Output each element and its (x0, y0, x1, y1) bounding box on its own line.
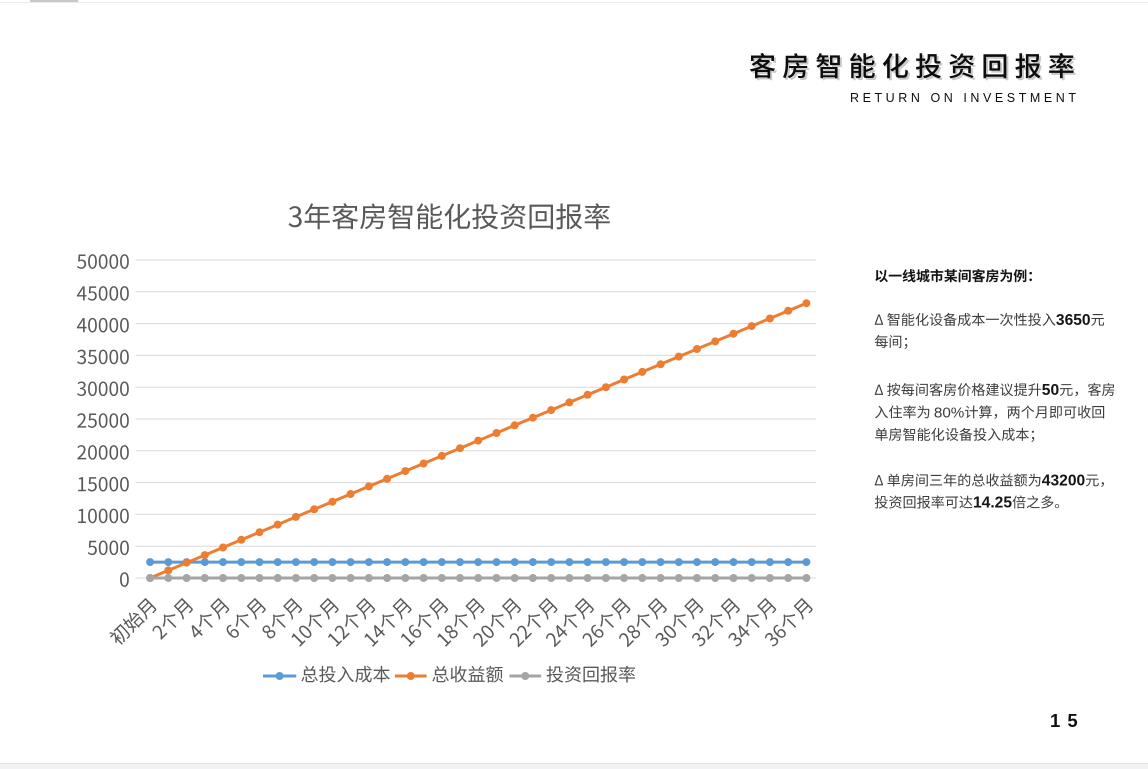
svg-text:RETURN ON INVESTMENT: RETURN ON INVESTMENT (850, 91, 1080, 105)
svg-text:3650: 3650 (1056, 312, 1091, 329)
svg-text:50: 50 (1042, 382, 1060, 399)
svg-text:1 5: 1 5 (1050, 710, 1079, 731)
svg-text:14.25: 14.25 (973, 494, 1012, 511)
svg-text:80%: 80% (934, 404, 964, 421)
svg-text:43200: 43200 (1042, 472, 1086, 489)
